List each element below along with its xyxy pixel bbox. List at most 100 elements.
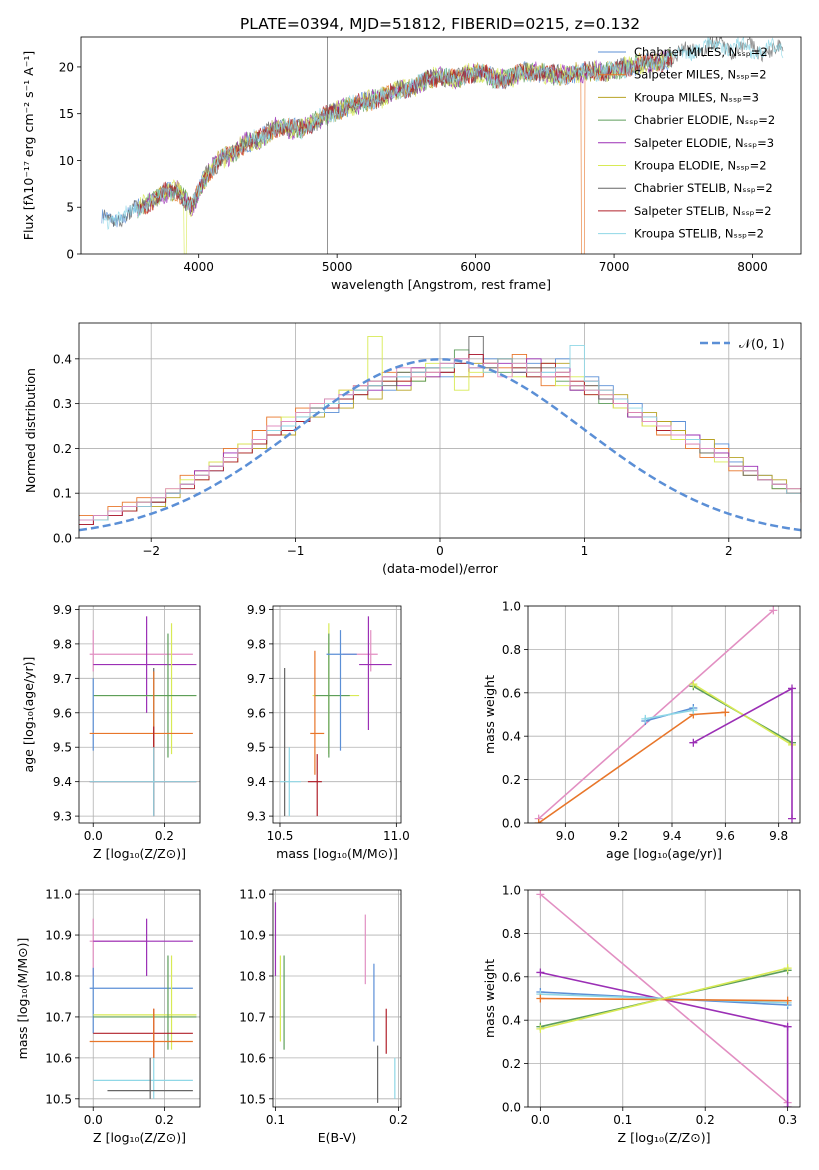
x-tick-label: 6000: [460, 260, 491, 274]
histogram-series: [79, 358, 801, 521]
y-tick-label: 10: [59, 154, 74, 168]
y-tick-label: 0.8: [502, 927, 521, 941]
y-tick-label: 9.3: [247, 810, 266, 824]
age-vs-mass-chart: 10.5 11.0 9.3 9.4 9.5 9.6 9.7 9.8 9.9 mass [log₁₀…: [247, 603, 410, 861]
x-tick-label: 8000: [737, 260, 768, 274]
y-tick-label: 11.0: [45, 888, 72, 902]
weight-vs-age-plot-area: [534, 606, 796, 823]
y-axis-label: mass [log₁₀(M/M⊙)]: [15, 938, 30, 1060]
mass-vs-Z-chart: 0.0 0.2 10.5 10.6 10.7 10.8 10.9 11.0 Z [log₁₀(Z…: [15, 888, 201, 1145]
x-tick-label: 0.2: [155, 1113, 174, 1127]
weight-series-line: [540, 997, 788, 1002]
x-tick-label: 9.6: [716, 829, 735, 843]
y-tick-label: 10.5: [45, 1092, 72, 1106]
x-tick-label: 4000: [183, 260, 214, 274]
y-tick-label: 9.8: [53, 637, 72, 651]
weight-marker: [689, 738, 698, 747]
x-tick-label: 1: [581, 544, 589, 558]
y-tick-label: 1.0: [502, 884, 521, 898]
legend-entry: Kroupa STELIB, Nₛₛₚ=2: [634, 227, 764, 241]
mass-vs-EBV-chart: 0.1 0.2 10.5 10.6 10.7 10.8 10.9 11.0 E(B-V): [239, 888, 408, 1145]
residuals-chart: −2 −1 0 1 2 0.0 0.1 0.2 0.3 0.4 (data-model)/error…: [23, 322, 802, 576]
y-tick-label: 0.0: [502, 817, 521, 831]
legend-entry: Kroupa ELODIE, Nₛₛₚ=2: [634, 159, 767, 173]
y-tick-label: 10.7: [45, 1010, 72, 1024]
y-tick-label: 0.4: [502, 730, 521, 744]
mass-vs-Z-plot-area: [89, 918, 197, 1099]
weight-marker: [788, 814, 796, 823]
legend-entry: Chabrier ELODIE, Nₛₛₚ=2: [634, 113, 775, 127]
weight-marker: [769, 606, 778, 615]
legend-entry: 𝒩(0, 1): [739, 336, 785, 351]
x-tick-label: 5000: [322, 260, 353, 274]
weight-series-line: [540, 971, 789, 1107]
weight-vs-age-chart: 9.0 9.2 9.4 9.6 9.8 0.0 0.2 0.4 0.6 0.8 1.0 age [lo…: [482, 600, 801, 861]
normal-curve: [79, 358, 801, 532]
x-tick-label: 10.5: [267, 829, 294, 843]
y-tick-label: 9.4: [53, 775, 72, 789]
x-axis-label: E(B-V): [318, 1130, 357, 1145]
y-tick-label: 20: [59, 60, 74, 74]
y-tick-label: 0.2: [502, 773, 521, 787]
legend-entry: Chabrier MILES, Nₛₛₚ=2: [634, 45, 768, 59]
histogram-series: [79, 353, 801, 526]
y-tick-label: 15: [59, 107, 74, 121]
y-tick-label: 10.5: [239, 1092, 266, 1106]
x-tick-label: 9.0: [556, 829, 575, 843]
weight-marker: [536, 1024, 545, 1033]
y-tick-label: 10.9: [45, 929, 72, 943]
y-tick-label: 0: [66, 248, 74, 262]
axes-frame: [78, 322, 802, 539]
spectrum-series-line: [102, 37, 784, 228]
weight-marker: [536, 968, 545, 977]
y-tick-label: 0.3: [53, 397, 72, 411]
axes-frame: [78, 605, 201, 824]
weight-marker: [783, 996, 792, 1005]
x-axis-label: age [log₁₀(age/yr)]: [606, 846, 722, 861]
legend-entry: Kroupa MILES, Nₛₛₚ=3: [634, 90, 759, 104]
y-tick-label: 9.9: [53, 603, 72, 617]
figure-title: PLATE=0394, MJD=51812, FIBERID=0215, z=0…: [240, 15, 640, 33]
axes-frame: [527, 605, 801, 824]
axes-frame: [272, 605, 402, 824]
x-tick-label: 0.1: [613, 1113, 632, 1127]
legend-entry: Salpeter ELODIE, Nₛₛₚ=3: [634, 136, 774, 150]
y-tick-label: 0.2: [502, 1057, 521, 1071]
age-vs-Z-chart: 0.0 0.2 9.3 9.4 9.5 9.6 9.7 9.8 9.9 Z [log₁₀(Z/Z⊙…: [21, 603, 201, 861]
y-tick-label: 9.3: [53, 810, 72, 824]
weight-marker: [536, 890, 545, 899]
weight-marker: [783, 1022, 792, 1031]
y-axis-label: age [log₁₀(age/yr)]: [21, 657, 36, 773]
x-tick-label: −2: [142, 544, 160, 558]
y-tick-label: 0.0: [502, 1101, 521, 1115]
y-tick-label: 10.8: [45, 969, 72, 983]
y-tick-label: 9.9: [247, 603, 266, 617]
spectrum-plot-area: [101, 37, 784, 254]
y-tick-label: 10.6: [239, 1051, 266, 1065]
y-tick-label: 9.6: [53, 706, 72, 720]
y-axis-label: Normed distribution: [23, 368, 38, 493]
y-tick-label: 9.5: [53, 741, 72, 755]
y-tick-label: 0.1: [53, 487, 72, 501]
spectrum-series-line: [102, 37, 784, 231]
y-tick-label: 5: [66, 201, 74, 215]
x-tick-label: 9.4: [662, 829, 681, 843]
y-tick-label: 9.6: [247, 706, 266, 720]
weight-vs-Z-plot-area: [536, 890, 792, 1107]
age-vs-mass-plot-area: [279, 616, 392, 817]
weight-marker: [534, 819, 543, 823]
y-axis-label: mass weight: [482, 675, 497, 754]
weight-marker: [689, 680, 698, 689]
weight-series-line: [540, 967, 788, 1030]
x-tick-label: 9.2: [609, 829, 628, 843]
histogram-series: [79, 335, 801, 521]
histogram-series: [79, 335, 801, 521]
x-tick-label: 0.2: [696, 1113, 715, 1127]
weight-series-line: [538, 609, 774, 820]
weight-series-line: [538, 711, 726, 823]
weight-series-line: [645, 709, 694, 720]
x-axis-label: (data-model)/error: [382, 561, 499, 576]
x-tick-label: 0.2: [155, 829, 174, 843]
x-tick-label: 0.0: [84, 1113, 103, 1127]
y-tick-label: 0.6: [502, 686, 521, 700]
